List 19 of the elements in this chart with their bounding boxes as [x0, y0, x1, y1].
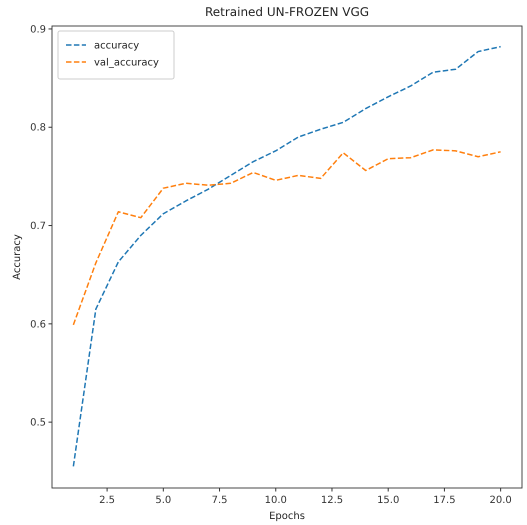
x-tick-label: 20.0	[490, 495, 512, 506]
x-tick-label: 10.0	[264, 495, 287, 506]
chart-title: Retrained UN-FROZEN VGG	[204, 5, 370, 19]
line-series	[72, 149, 502, 326]
x-axis-title: Epochs	[269, 511, 305, 522]
x-tick-label: 2.5	[99, 495, 116, 506]
y-tick-label: 0.7	[30, 221, 46, 232]
y-tick-label: 0.9	[30, 24, 46, 36]
legend-label: accuracy	[94, 40, 140, 52]
x-tick-label: 5.0	[155, 495, 172, 506]
x-tick-label: 17.5	[433, 495, 456, 506]
x-tick-label: 12.5	[320, 495, 344, 506]
x-tick-label: 7.5	[212, 495, 228, 506]
x-tick-label: 15.0	[377, 495, 400, 506]
y-tick-label: 0.6	[30, 319, 46, 330]
y-tick-label: 0.8	[30, 122, 46, 134]
y-axis-title: Accuracy	[12, 234, 23, 280]
legend-label: val_accuracy	[94, 58, 160, 68]
y-tick-label: 0.5	[30, 418, 46, 429]
